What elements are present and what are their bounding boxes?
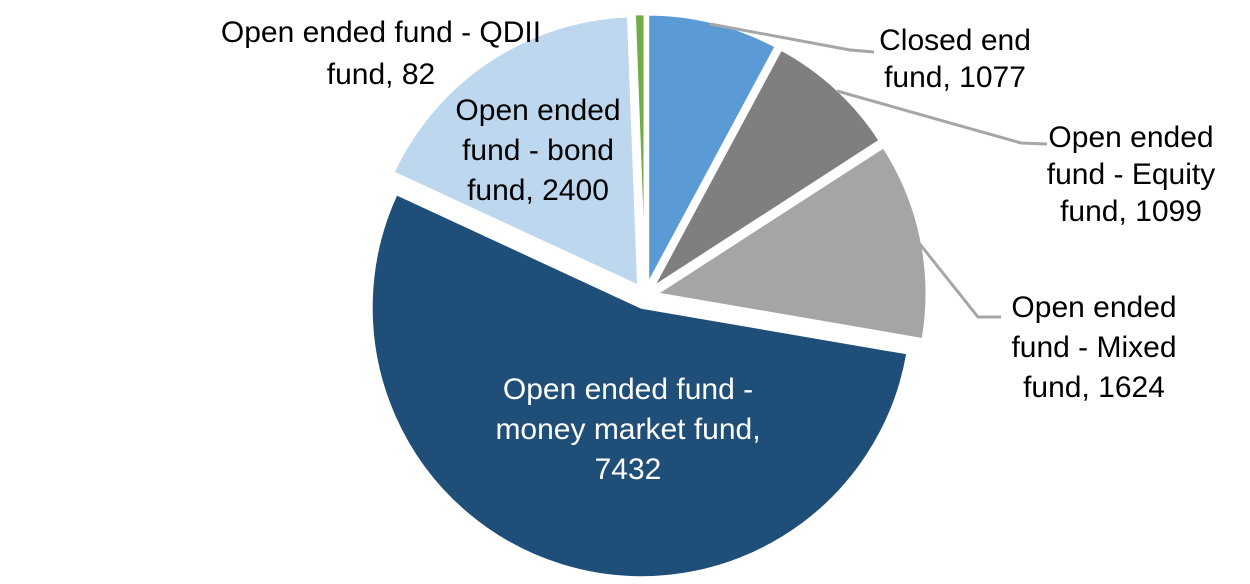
data-label-mixed-fund: Open ended fund - Mixed fund, 1624: [1011, 291, 1177, 404]
pie-slice-closed-end-fund: [646, 13, 778, 286]
leader-lines: [709, 22, 1048, 319]
pie-slices: [370, 12, 928, 579]
pie-slice-open-ended-fund-mixed-fund: [655, 145, 928, 341]
data-label-bond-fund: Open ended fund - bond fund, 2400: [455, 94, 621, 207]
data-label-qdii-fund: Open ended fund - QDII fund, 82: [220, 16, 542, 91]
data-label-equity-fund: Open ended fund - Equity fund, 1099: [1046, 121, 1216, 228]
leader-line-mixed-fund: [917, 242, 1001, 319]
pie-slice-open-ended-fund-bond-fund: [392, 14, 640, 288]
leader-line-equity-fund: [836, 89, 1048, 146]
leader-line-closed-end-fund: [709, 22, 875, 54]
data-label-closed-end-fund: Closed end fund, 1077: [879, 24, 1031, 94]
pie-slice-open-ended-fund-money-market-fund: [370, 192, 909, 579]
pie-slice-open-ended-fund-equity-fund: [651, 48, 882, 289]
data-label-money-market-fund: Open ended fund - money market fund, 743…: [495, 373, 761, 486]
pie-slice-open-ended-fund-qdii-fund: [633, 12, 647, 286]
